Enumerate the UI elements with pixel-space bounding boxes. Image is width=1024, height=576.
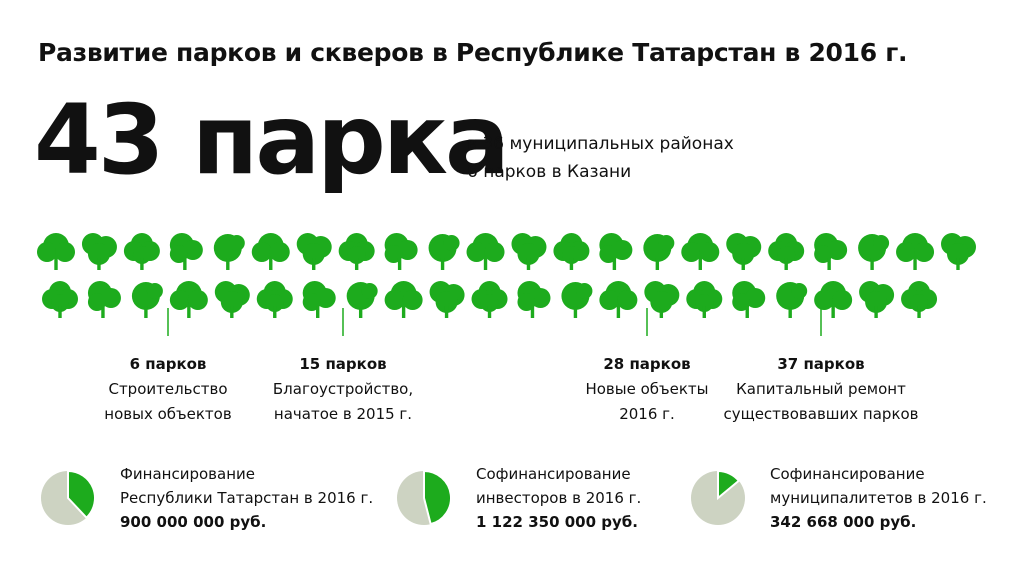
annotation-label: новых объектов xyxy=(104,405,232,423)
funding-label: Финансирование xyxy=(120,465,255,483)
tree-icon xyxy=(511,233,547,270)
tree-icon xyxy=(599,233,633,270)
tree-icon xyxy=(768,233,805,270)
tree-icon xyxy=(471,281,508,318)
tree-icon xyxy=(296,233,332,270)
tree-icon xyxy=(732,281,766,318)
tree-icon xyxy=(561,282,593,318)
tree-icon xyxy=(428,234,460,270)
tree-icon xyxy=(251,233,290,270)
tree-icon xyxy=(81,233,117,270)
page-title: Развитие парков и скверов в Республике Т… xyxy=(38,38,908,67)
tree-icon xyxy=(169,233,203,270)
annotation-label: Новые объекты xyxy=(585,380,709,398)
annotation-label: Благоустройство, xyxy=(272,380,414,398)
annotation-label: 2016 г. xyxy=(619,405,675,423)
tree-icon xyxy=(384,281,423,318)
tree-icon xyxy=(726,233,762,270)
tree-icon xyxy=(42,281,78,318)
tree-icon xyxy=(37,233,75,270)
funding-amount: 342 668 000 руб. xyxy=(770,513,917,531)
tree-icon xyxy=(169,281,208,318)
tree-icon xyxy=(896,233,935,270)
tree-icon xyxy=(338,233,375,270)
tree-icon xyxy=(384,233,418,270)
annotation-count: 6 парков xyxy=(129,355,207,373)
tree-icon xyxy=(643,234,675,270)
tree-icon xyxy=(553,233,590,270)
tree-icon xyxy=(302,281,336,318)
tree-icon xyxy=(901,281,938,318)
tree-icon xyxy=(87,281,121,318)
tree-icon xyxy=(941,233,976,270)
pie-share xyxy=(423,470,452,526)
annotation-label: Строительство xyxy=(108,380,228,398)
annotation-count: 37 парков xyxy=(777,355,865,373)
pie-chart-icon xyxy=(397,470,452,526)
tree-icon xyxy=(214,281,250,318)
pie-chart-icon xyxy=(41,470,96,525)
tree-icon xyxy=(814,281,853,318)
headline-kazan: 6 парков в Казани xyxy=(467,162,632,182)
tree-icon xyxy=(681,233,720,270)
tree-icon xyxy=(213,234,245,270)
tree-icon xyxy=(686,281,723,318)
tree-icon xyxy=(466,233,505,270)
tree-icon xyxy=(256,281,293,318)
headline-details: в 36 муниципальных районах 6 парков в Ка… xyxy=(467,130,734,186)
pie-share xyxy=(67,470,96,520)
tree-icon xyxy=(123,233,160,270)
tree-icon xyxy=(599,281,638,318)
tree-icon xyxy=(517,281,551,318)
annotation-overhaul: 37 парков Капитальный ремонт существовав… xyxy=(701,352,941,427)
tree-icon xyxy=(814,233,848,270)
parks-total: 43 парка xyxy=(34,84,510,196)
funding-label: Республики Татарстан в 2016 г. xyxy=(120,489,374,507)
annotation-construction: 6 парков Строительство новых объектов xyxy=(48,352,288,427)
tree-grid xyxy=(37,233,976,336)
tree-icon xyxy=(346,282,378,318)
funding-amount: 900 000 000 руб. xyxy=(120,513,267,531)
annotation-label: начатое в 2015 г. xyxy=(273,405,413,423)
annotation-count: 28 парков xyxy=(603,355,691,373)
tree-icon xyxy=(858,234,890,270)
tree-icon xyxy=(644,281,680,318)
headline-districts: в 36 муниципальных районах xyxy=(467,134,734,154)
tree-icon xyxy=(131,282,163,318)
pie-chart-icon xyxy=(691,470,745,525)
annotation-count: 15 парков xyxy=(299,355,387,373)
tree-icon xyxy=(429,281,465,318)
annotation-label: Капитальный ремонт xyxy=(736,380,906,398)
tree-icon xyxy=(859,281,895,318)
pie-share xyxy=(717,470,741,501)
annotation-improvement: 15 парков Благоустройство, начатое в 201… xyxy=(223,352,463,427)
funding-label: Софинансирование xyxy=(476,465,631,483)
funding-label: Софинансирование xyxy=(770,465,925,483)
annotation-label: существовавших парков xyxy=(723,405,919,423)
funding-label: инвесторов в 2016 г. xyxy=(476,489,642,507)
annotation-new-objects: 28 парков Новые объекты 2016 г. xyxy=(527,352,767,427)
funding-label: муниципалитетов в 2016 г. xyxy=(770,489,987,507)
funding-amount: 1 122 350 000 руб. xyxy=(476,513,638,531)
tree-icon xyxy=(776,282,808,318)
